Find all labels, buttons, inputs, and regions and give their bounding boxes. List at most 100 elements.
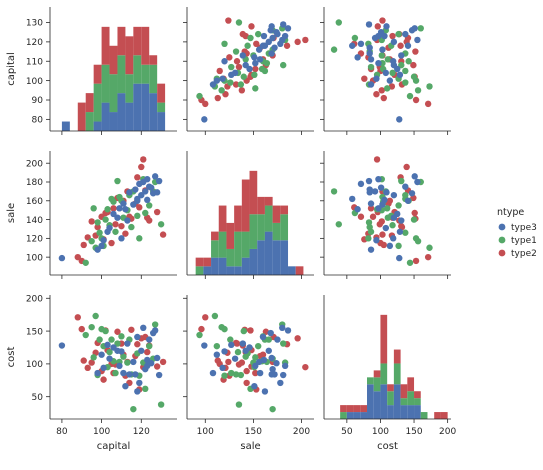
hist-bar-cost-type2-bin-11 [407,377,415,392]
point-type3-cost-vs-capital-0 [58,342,66,349]
point-type3-capital-vs-cost-10 [366,44,373,51]
point-type3-cost-vs-capital-1 [94,369,101,377]
point-type3-capital-vs-cost-1 [367,81,375,88]
point-type3-capital-vs-cost-22 [365,21,373,28]
point-type1-cost-vs-sale-14 [280,340,287,347]
hist-bar-cost-type1-bin-9 [393,363,401,385]
point-type1-sale-vs-cost-2 [383,205,391,212]
point-type2-sale-vs-capital-29 [153,208,161,216]
hist-bar-capital-type2-bin-4 [85,93,94,113]
point-type3-cost-vs-capital-23 [134,333,141,341]
point-type3-capital-vs-sale-10 [271,44,278,51]
point-type1-capital-vs-sale-5 [227,79,234,86]
point-type1-cost-vs-sale-7 [213,342,221,350]
hist-bar-capital-type1-bin-4 [85,112,94,131]
point-type3-cost-vs-sale-7 [251,383,258,390]
hist-bar-cost-type1-bin-12 [414,398,421,406]
point-type2-capital-vs-sale-12 [252,65,259,73]
point-type3-cost-vs-sale-29 [260,356,268,364]
point-type1-cost-vs-capital-0 [82,331,89,339]
point-type3-capital-vs-cost-17 [402,30,409,38]
legend-label-type2: type2 [511,249,537,259]
hist-bar-capital-type2-bin-13 [157,83,166,103]
point-type1-cost-vs-sale-8 [240,327,247,335]
point-type2-capital-vs-sale-6 [232,81,240,88]
point-type2-cost-vs-sale-7 [243,367,250,375]
hist-bar-sale-type3-bin-9 [264,231,273,275]
point-type3-cost-vs-sale-10 [271,371,278,378]
hist-bar-cost-type1-bin-13 [420,412,428,419]
point-type3-cost-vs-sale-19 [267,329,274,337]
point-type3-sale-vs-capital-8 [126,189,133,196]
point-type2-capital-vs-cost-4 [378,87,385,94]
hist-bar-cost-type1-bin-10 [400,398,408,406]
point-type3-sale-vs-capital-5 [116,205,123,212]
point-type1-cost-vs-sale-13 [228,369,235,377]
point-type2-sale-vs-cost-7 [369,213,377,220]
point-type1-capital-vs-cost-11 [402,67,409,75]
point-type3-sale-vs-capital-28 [118,235,125,242]
hist-bar-cost-type2-bin-1 [340,405,347,413]
point-type1-cost-vs-sale-29 [235,401,243,408]
hist-bar-capital-type3-bin-11 [141,83,150,131]
x-tick-label-sale-100: 100 [197,427,214,437]
x-tick-label-capital-100: 100 [93,427,110,437]
y-tick-label-sale-140: 140 [26,216,43,226]
point-type1-capital-vs-cost-1 [414,87,422,94]
point-type3-sale-vs-cost-12 [357,180,365,188]
point-type3-sale-vs-capital-4 [110,210,117,218]
point-type1-sale-vs-capital-9 [104,206,111,213]
point-type3-cost-vs-sale-22 [280,371,287,379]
point-type3-sale-vs-cost-28 [390,235,397,242]
hist-bar-cost-type2-bin-16 [440,412,448,419]
hist-bar-capital-type3-bin-8 [117,93,126,131]
point-type2-capital-vs-sale-29 [248,23,255,30]
point-type3-capital-vs-sale-15 [269,34,276,42]
point-type1-sale-vs-capital-13 [112,228,119,235]
hist-bar-cost-type3-bin-2 [346,412,354,419]
point-type3-capital-vs-cost-21 [383,23,390,30]
point-type3-sale-vs-cost-6 [367,200,375,207]
point-type2-capital-vs-cost-20 [412,48,419,55]
point-type3-sale-vs-capital-10 [132,186,139,193]
point-type3-capital-vs-cost-26 [396,71,404,79]
point-type1-capital-vs-cost-17 [384,56,392,63]
point-type3-capital-vs-sale-9 [255,46,263,53]
point-type3-cost-vs-capital-10 [132,371,139,378]
hist-bar-sale-type2-bin-8 [257,196,265,215]
pairplot-panels: 80 90 100 110 120 130 capital 100 120 140 160 180 20… [6,7,456,452]
point-type1-sale-vs-cost-21 [330,188,338,195]
point-type2-cost-vs-sale-13 [235,361,243,368]
point-type3-sale-vs-capital-24 [124,217,131,224]
hist-bar-sale-type2-bin-3 [218,205,227,232]
point-type1-capital-vs-cost-13 [367,63,375,71]
y-tick-label-cost-150: 150 [26,327,43,337]
point-type3-cost-vs-sale-28 [221,348,228,355]
hist-bar-cost-type2-bin-10 [400,384,408,399]
legend-marker-type3 [498,223,506,231]
point-type3-cost-vs-sale-12 [277,379,284,387]
point-type1-sale-vs-cost-19 [402,191,409,199]
point-type1-cost-vs-capital-28 [151,321,159,328]
hist-bar-cost-type3-bin-12 [414,405,421,419]
point-type1-sale-vs-cost-26 [395,202,402,209]
hist-bar-capital-type2-bin-11 [141,26,150,65]
point-type1-capital-vs-sale-12 [258,65,266,73]
point-type2-capital-vs-sale-4 [238,87,246,94]
hist-bar-sale-type2-bin-9 [264,196,273,206]
point-type3-capital-vs-sale-26 [228,71,235,79]
point-type1-cost-vs-capital-25 [142,385,149,393]
point-type1-cost-vs-capital-8 [102,327,109,335]
point-type3-sale-vs-cost-20 [411,173,418,180]
point-type3-capital-vs-sale-28 [221,58,228,65]
hist-bar-sale-type2-bin-5 [234,205,242,232]
point-type1-capital-vs-cost-18 [378,52,385,59]
hist-bar-sale-type1-bin-11 [280,214,289,241]
hist-bar-capital-type1-bin-8 [117,55,126,94]
hist-bar-cost-type2-bin-8 [387,384,394,392]
point-type2-capital-vs-cost-27 [389,32,396,40]
hist-bar-sale-type2-bin-13 [295,266,304,275]
point-type1-capital-vs-cost-29 [335,19,342,26]
point-type2-sale-vs-capital-4 [88,218,95,225]
point-type3-sale-vs-cost-25 [390,214,398,221]
